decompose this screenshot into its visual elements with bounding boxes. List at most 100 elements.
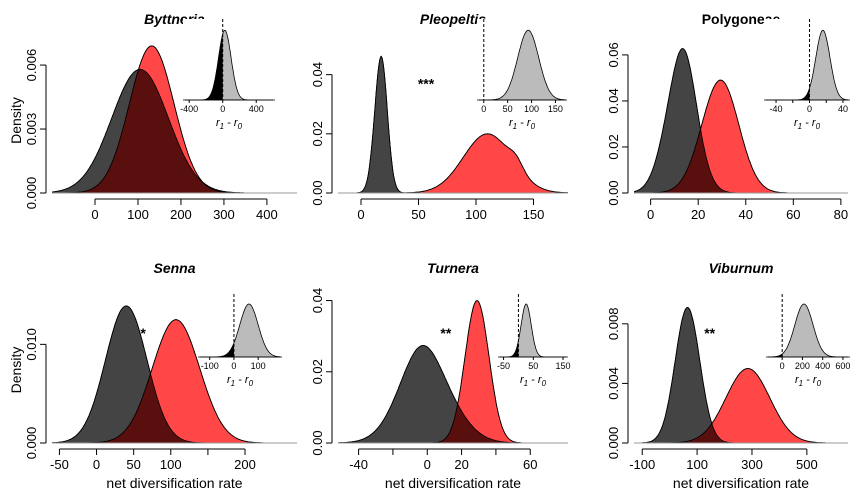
inset-tick-label: 100 bbox=[251, 361, 266, 371]
inset-tick-label: -50 bbox=[497, 361, 510, 371]
panel-title: Turnera bbox=[427, 260, 479, 276]
x-tick-label: 200 bbox=[234, 457, 256, 472]
inset-x-label: r1 - r0 bbox=[794, 117, 821, 131]
inset-difference: 0 50 100 150 r1 - r0 bbox=[477, 19, 567, 131]
x-tick-label: 100 bbox=[686, 457, 708, 472]
inset-x-label: r1 - r0 bbox=[216, 117, 243, 131]
significance-stars: ** bbox=[440, 325, 451, 341]
x-tick-label: 0 bbox=[647, 207, 654, 222]
density-r1-outline bbox=[52, 45, 297, 193]
inset-x-label: r1 - r0 bbox=[509, 117, 536, 131]
x-tick-label: 0 bbox=[357, 207, 364, 222]
x-axis-label: net diversification rate bbox=[673, 475, 809, 491]
inset-tail bbox=[766, 88, 810, 100]
panel-turnera: Turnera -40 0 20 60 0.00 0.02 0.04 ** -50 50 150 r1 … bbox=[310, 260, 571, 472]
y-tick-label: 0.010 bbox=[24, 328, 39, 361]
density-group bbox=[52, 45, 297, 193]
x-tick-label: -40 bbox=[349, 457, 368, 472]
y-tick-label: 0.008 bbox=[606, 308, 621, 341]
density-r0-outline bbox=[634, 306, 848, 443]
panel-title: Senna bbox=[153, 260, 195, 276]
x-tick-label: 20 bbox=[454, 457, 468, 472]
y-axis-label: Density bbox=[8, 347, 24, 394]
inset-tick-label: -100 bbox=[201, 361, 219, 371]
inset-difference: 0 200 400 600 r1 - r0 bbox=[766, 294, 850, 388]
inset-x-label: r1 - r0 bbox=[227, 374, 254, 388]
x-tick-label: 60 bbox=[523, 457, 537, 472]
x-tick-label: 300 bbox=[741, 457, 763, 472]
x-tick-label: 0 bbox=[93, 457, 100, 472]
density-group bbox=[634, 48, 848, 193]
density-r0-outline bbox=[338, 55, 568, 193]
inset-difference: -400 0 400 r1 - r0 bbox=[180, 19, 275, 131]
density-r0-outline bbox=[52, 68, 297, 193]
inset-tick-label: -40 bbox=[770, 104, 783, 114]
significance-stars: *** bbox=[418, 76, 435, 92]
inset-tick-label: 0 bbox=[231, 361, 236, 371]
x-tick-label: 50 bbox=[411, 207, 425, 222]
inset-difference: -50 50 150 r1 - r0 bbox=[497, 294, 571, 388]
x-tick-label: 40 bbox=[739, 207, 753, 222]
y-tick-label: 0.00 bbox=[310, 430, 325, 455]
x-tick-label: 80 bbox=[834, 207, 848, 222]
y-tick-label: 0.04 bbox=[310, 288, 325, 313]
density-group bbox=[338, 55, 568, 193]
significance-stars: ** bbox=[704, 325, 715, 341]
x-tick-label: 150 bbox=[523, 207, 545, 222]
x-axis-label: net diversification rate bbox=[385, 475, 521, 491]
x-tick-label: 20 bbox=[691, 207, 705, 222]
density-r1-outline bbox=[338, 300, 568, 443]
x-tick-label: 50 bbox=[126, 457, 140, 472]
density-r0-outline bbox=[634, 48, 848, 193]
inset-tick-label: 150 bbox=[556, 361, 571, 371]
inset-tick-label: 0 bbox=[481, 104, 486, 114]
inset-tick-label: 600 bbox=[835, 361, 850, 371]
panel-viburnum: Viburnum -100 100 300 500 0.000 0.004 0.008 ** 0 2… bbox=[606, 260, 850, 472]
x-tick-label: 200 bbox=[170, 207, 192, 222]
inset-tick-label: 50 bbox=[528, 361, 538, 371]
density-r1-outline bbox=[338, 133, 568, 193]
inset-x-label: r1 - r0 bbox=[795, 374, 822, 388]
x-axis-label: net diversification rate bbox=[106, 475, 242, 491]
inset-tick-label: 200 bbox=[795, 361, 810, 371]
significance-stars: * bbox=[140, 325, 146, 341]
inset-tail bbox=[768, 353, 783, 357]
inset-tail bbox=[185, 34, 223, 100]
inset-tick-label: 0 bbox=[220, 104, 225, 114]
x-tick-label: 300 bbox=[213, 207, 235, 222]
x-tick-label: -100 bbox=[629, 457, 655, 472]
density-r1-outline bbox=[634, 79, 848, 193]
y-axis-label: Density bbox=[8, 97, 24, 144]
y-tick-label: 0.004 bbox=[606, 367, 621, 400]
y-tick-label: 0.000 bbox=[24, 177, 39, 210]
x-tick-label: 100 bbox=[127, 207, 149, 222]
x-tick-label: 60 bbox=[786, 207, 800, 222]
y-tick-label: 0.00 bbox=[606, 180, 621, 205]
y-tick-label: 0.02 bbox=[310, 121, 325, 146]
inset-background bbox=[764, 19, 850, 100]
x-tick-label: 0 bbox=[91, 207, 98, 222]
x-tick-label: 0 bbox=[424, 457, 431, 472]
y-tick-label: 0.000 bbox=[606, 427, 621, 460]
inset-tick-label: 0 bbox=[780, 361, 785, 371]
density-overlap bbox=[52, 69, 297, 193]
x-tick-label: -50 bbox=[50, 457, 69, 472]
x-tick-label: 400 bbox=[256, 207, 278, 222]
inset-tick-label: 150 bbox=[548, 104, 563, 114]
x-tick-label: 500 bbox=[796, 457, 818, 472]
inset-tick-label: 400 bbox=[815, 361, 830, 371]
x-tick-label: 100 bbox=[160, 457, 182, 472]
x-tick-label: 100 bbox=[465, 207, 487, 222]
panel-title: Polygoneae bbox=[702, 11, 781, 27]
inset-tick-label: 50 bbox=[503, 104, 513, 114]
y-tick-label: 0.003 bbox=[24, 113, 39, 146]
density-overlap bbox=[634, 129, 848, 193]
density-r0-outline bbox=[338, 345, 568, 443]
inset-difference: -40 0 40 r1 - r0 bbox=[764, 19, 850, 131]
y-tick-label: 0.02 bbox=[310, 359, 325, 384]
panel-pleopeltis: Pleopeltis 0 50 100 150 0.00 0.02 0.04 *** 0 50 100… bbox=[310, 11, 568, 222]
panel-title: Viburnum bbox=[709, 260, 774, 276]
